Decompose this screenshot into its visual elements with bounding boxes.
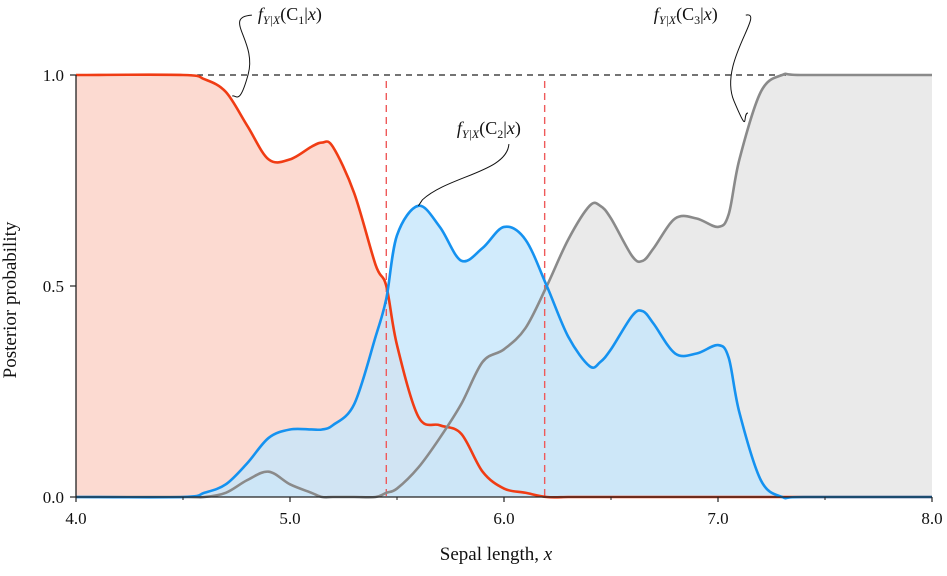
area-c1 bbox=[76, 74, 932, 498]
x-tick-label: 7.0 bbox=[707, 509, 728, 528]
axes: 4.0 5.0 6.0 7.0 8.0 0.0 0.5 1.0 bbox=[43, 66, 943, 528]
x-tick-label: 5.0 bbox=[279, 509, 300, 528]
x-tick-label: 8.0 bbox=[921, 509, 942, 528]
curve-c2 bbox=[75, 204, 933, 500]
y-tick-label: 0.0 bbox=[43, 488, 64, 507]
y-tick-label: 0.5 bbox=[43, 277, 64, 296]
area-c2 bbox=[76, 205, 932, 499]
x-tick-label: 4.0 bbox=[65, 509, 86, 528]
curve-annotations: fY|X(C1|x) fY|X(C2|x) fY|X(C3|x) bbox=[231, 4, 752, 207]
x-axis-title: Sepal length, x bbox=[440, 544, 553, 565]
posterior-area-fills bbox=[76, 73, 932, 499]
x-tick-label: 6.0 bbox=[493, 509, 514, 528]
annotation-c1: fY|X(C1|x) bbox=[258, 4, 322, 27]
curve-c3 bbox=[76, 72, 932, 499]
annotation-leader-c2 bbox=[417, 144, 510, 207]
y-tick-label: 1.0 bbox=[43, 66, 64, 85]
annotation-c3: fY|X(C3|x) bbox=[654, 4, 718, 27]
annotation-leader-c1 bbox=[231, 14, 252, 98]
annotation-c2: fY|X(C2|x) bbox=[457, 118, 521, 141]
annotation-leader-c3 bbox=[730, 14, 752, 123]
y-axis-title: Posterior probability bbox=[0, 221, 21, 378]
